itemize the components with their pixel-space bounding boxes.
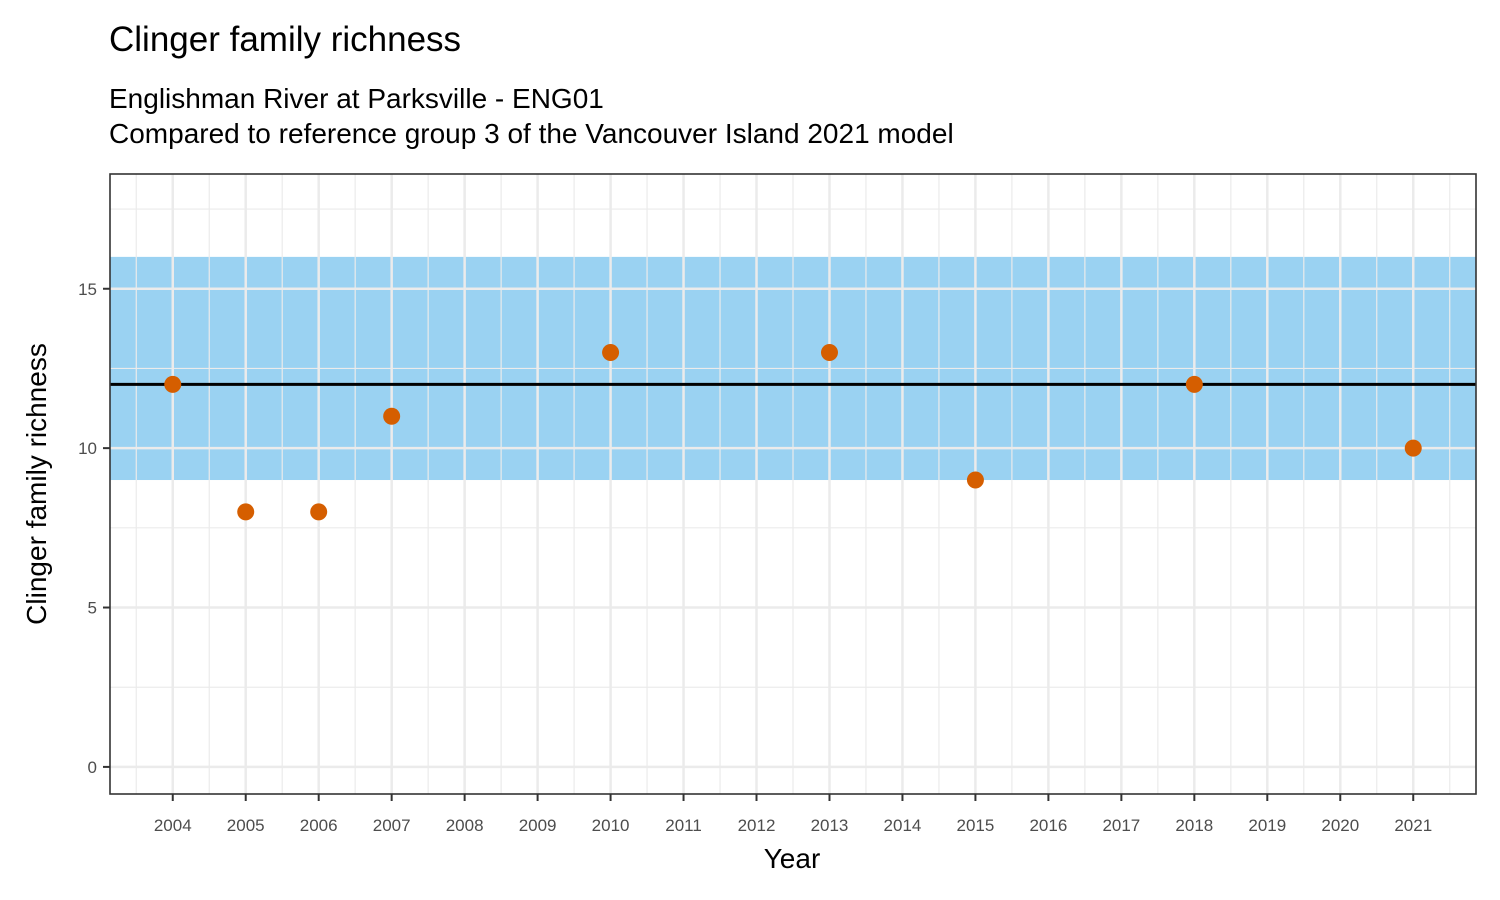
chart-subtitle-line-2: Compared to reference group 3 of the Van… [109,118,954,149]
plot-area: 0 5 10 15 2004 2005 2006 2007 2008 2009 2010 2011 20… [78,173,1477,835]
data-point-2004 [164,375,182,393]
x-tick-label: 2017 [1102,816,1140,835]
y-axis-title: Clinger family richness [21,343,52,625]
x-tick-label: 2020 [1321,816,1359,835]
x-tick-label: 2015 [957,816,995,835]
data-point-2018 [1185,375,1203,393]
data-point-2007 [383,407,401,425]
y-tick-label: 0 [88,758,97,777]
x-tick-label: 2012 [738,816,776,835]
y-tick-label: 15 [78,280,97,299]
x-tick-label: 2016 [1029,816,1067,835]
x-tick-label: 2004 [154,816,192,835]
y-tick-label: 5 [88,599,97,618]
data-point-2013 [820,344,838,362]
x-tick-label: 2013 [811,816,849,835]
data-point-2021 [1404,439,1422,457]
x-tick-label: 2014 [884,816,922,835]
x-tick-label: 2008 [446,816,484,835]
data-point-2010 [602,344,620,362]
y-tick-label: 10 [78,439,97,458]
x-tick-label: 2009 [519,816,557,835]
x-tick-label: 2006 [300,816,338,835]
data-point-2015 [966,471,984,489]
x-tick-label: 2018 [1175,816,1213,835]
data-point-2005 [237,503,255,521]
chart-subtitle-line-1: Englishman River at Parksville - ENG01 [109,83,604,114]
x-tick-label: 2005 [227,816,265,835]
plot-border [109,173,1477,795]
data-point-2006 [310,503,328,521]
x-tick-label: 2021 [1394,816,1432,835]
x-tick-label: 2019 [1248,816,1286,835]
x-tick-label: 2010 [592,816,630,835]
chart-title: Clinger family richness [109,20,461,59]
x-axis-title: Year [764,843,821,874]
x-tick-label: 2007 [373,816,411,835]
x-tick-label: 2011 [665,816,702,835]
